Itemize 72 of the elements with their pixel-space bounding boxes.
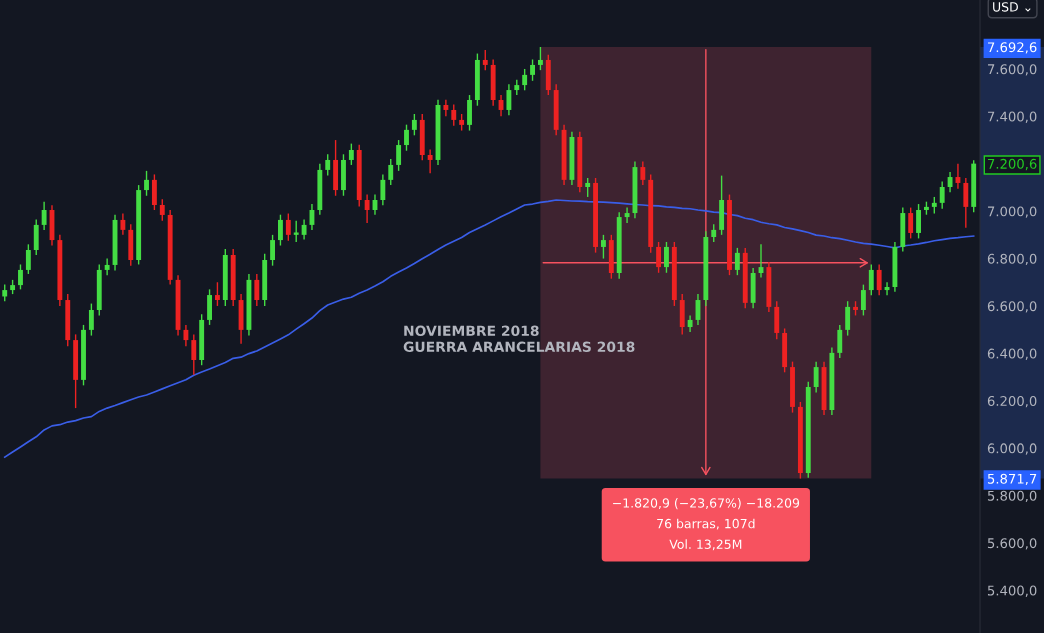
candlestick [916, 203, 921, 240]
candlestick [443, 99, 449, 118]
candlestick [656, 241, 662, 274]
candlestick [159, 198, 165, 222]
candlestick [364, 193, 370, 224]
annotation: Vol. 13,25M [669, 539, 742, 551]
candlestick [254, 273, 260, 307]
y-tick-label: 6.400,0 [987, 348, 1037, 360]
y-tick-label: 6.800,0 [987, 253, 1037, 266]
candlestick [845, 300, 851, 337]
candlestick [939, 180, 945, 210]
candlestick [325, 153, 331, 177]
candlestick [640, 160, 646, 186]
candlestick [537, 46, 543, 71]
candlestick [411, 113, 417, 137]
candlestick [601, 234, 606, 260]
y-tick-label: 5.400,0 [987, 585, 1037, 597]
candlestick [624, 206, 630, 224]
candlestick [522, 68, 528, 91]
y-tick-label: 7.200,6 [988, 158, 1037, 171]
candlestick [451, 103, 457, 127]
y-tick-label: 7.000,0 [988, 206, 1037, 218]
candlestick [285, 212, 291, 242]
candlestick [388, 158, 394, 186]
candlestick [348, 142, 354, 166]
candlestick [837, 324, 843, 359]
candlestick [293, 219, 299, 243]
candlestick [278, 214, 283, 247]
y-tick-label: 7.692,6 [988, 42, 1037, 54]
annotation: GUERRA ARANCELARIAS 2018 [403, 341, 635, 353]
annotation: −1.820,9 (−23,67%) −18.209 [613, 498, 800, 510]
candlestick [664, 241, 669, 274]
candlestick [214, 281, 220, 307]
text: USD ⌄ [993, 2, 1031, 12]
y-tick-label: 7.600,0 [988, 64, 1037, 76]
candlestick [120, 212, 126, 236]
candlestick [734, 247, 740, 276]
y-tick-label: 7.400,0 [988, 111, 1037, 123]
y-tick-label: 6.600,0 [987, 301, 1037, 313]
candlestick [813, 360, 819, 394]
candlestick [25, 243, 31, 275]
candlestick [530, 58, 535, 82]
annotation: 76 barras, 107d [657, 518, 755, 530]
candlestick [876, 263, 882, 296]
candlestick [947, 171, 953, 193]
candlestick [183, 324, 189, 347]
candlestick [301, 218, 307, 241]
candlestick [427, 148, 433, 174]
candlestick [585, 177, 591, 198]
y-tick-label: 5.600,0 [987, 538, 1037, 550]
annotation: NOVIEMBRE 2018 [404, 325, 539, 337]
y-tick-label: 6.200,0 [987, 395, 1037, 408]
y-tick-label: 5.800,0 [987, 490, 1037, 503]
candlestick [41, 200, 47, 231]
candlestick [18, 263, 23, 291]
candlestick [868, 263, 874, 296]
candlestick [191, 333, 197, 376]
candlestick [144, 170, 149, 197]
y-tick-label: 6.000,0 [987, 443, 1037, 455]
candlestick [404, 123, 409, 152]
candlestick [482, 49, 488, 71]
candlestick [506, 83, 512, 116]
y-tick-label: 5.871,7 [987, 473, 1037, 486]
candlestick [270, 234, 276, 267]
candlestick [380, 173, 386, 206]
candlestick [88, 302, 94, 337]
candlestick [908, 206, 914, 240]
candlestick [860, 283, 866, 317]
candlestick [396, 139, 402, 172]
candlestick [963, 177, 969, 229]
candlestick [104, 257, 110, 276]
line-series [3, 199, 975, 458]
